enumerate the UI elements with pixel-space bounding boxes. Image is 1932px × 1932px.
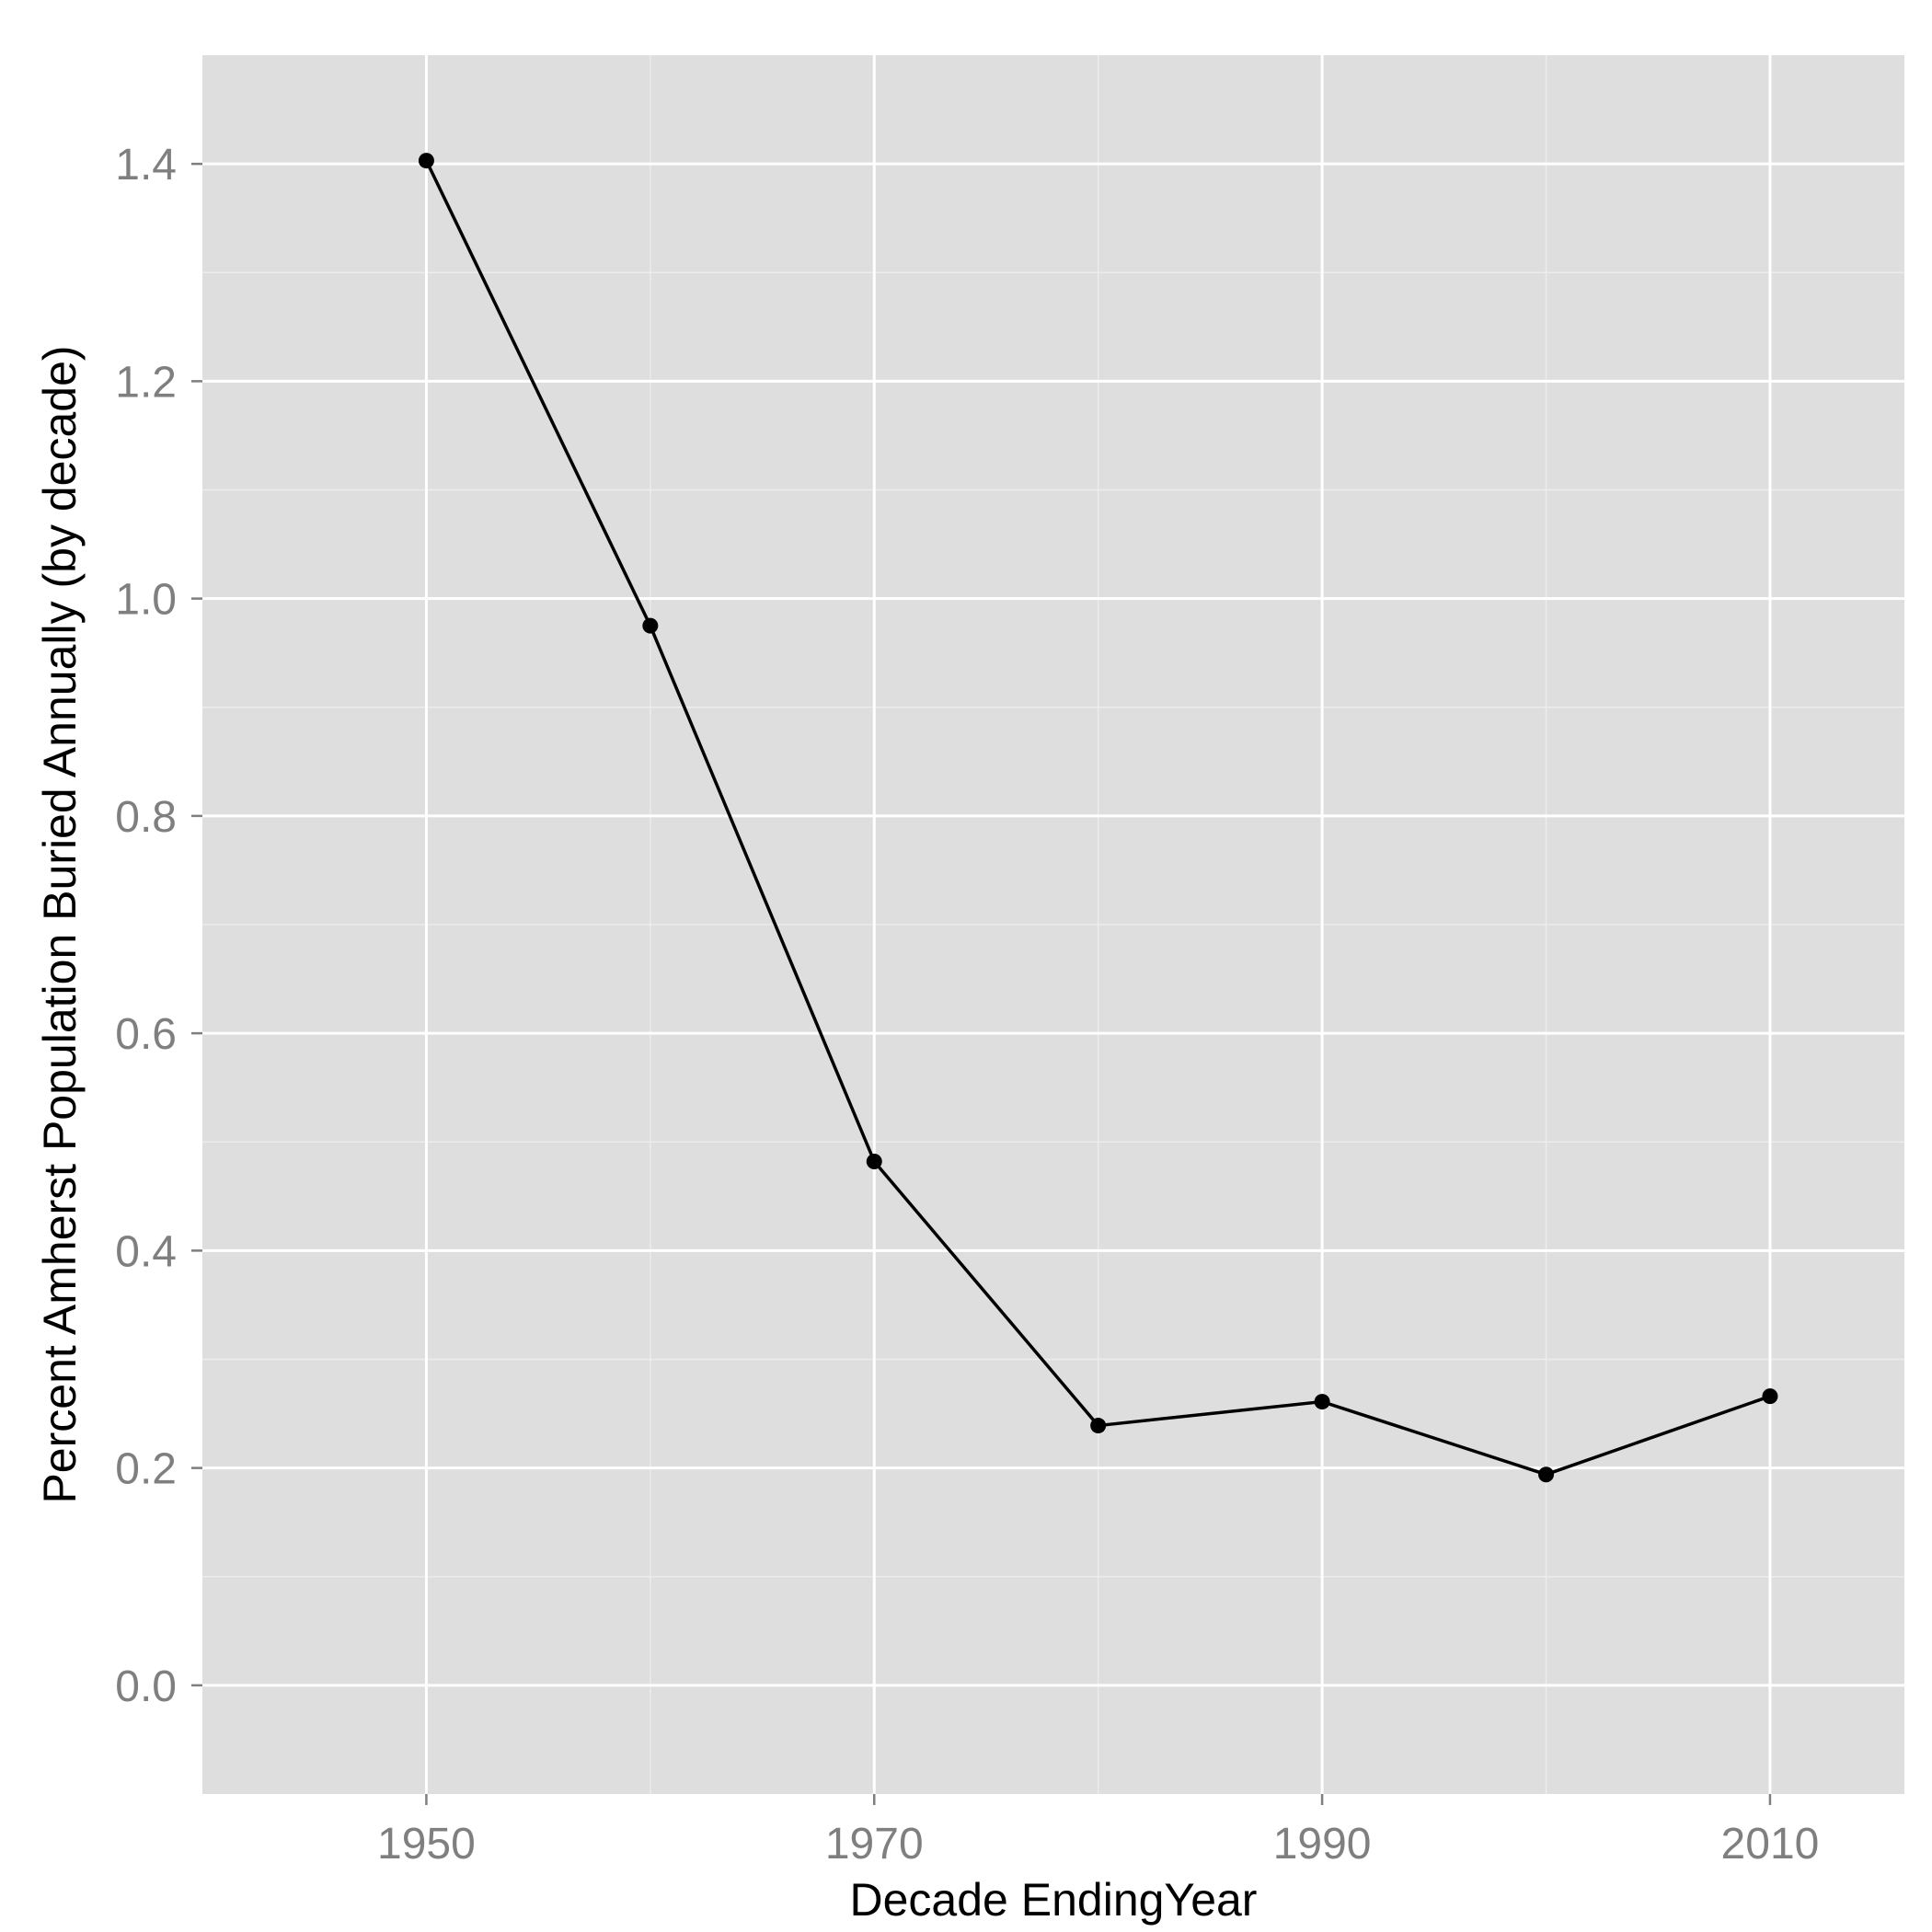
y-tick-label: 0.8	[115, 793, 177, 842]
y-tick-label: 0.0	[115, 1662, 177, 1711]
x-tick-label: 2010	[1721, 1820, 1820, 1869]
y-axis-title: Percent Amherst Population Buried Annual…	[34, 345, 86, 1503]
data-point	[1538, 1466, 1555, 1483]
axis-ticks	[191, 162, 1772, 1805]
y-tick-label: 1.0	[115, 576, 177, 625]
data-point	[418, 153, 434, 169]
y-tick-label: 0.2	[115, 1445, 177, 1494]
y-tick-label: 1.2	[115, 358, 177, 407]
y-tick-label: 0.4	[115, 1227, 177, 1276]
minor-gridlines	[202, 55, 1904, 1794]
data-series	[418, 153, 1778, 1483]
major-gridlines	[202, 55, 1904, 1794]
y-tick-label: 1.4	[115, 141, 177, 190]
data-point	[1762, 1388, 1778, 1405]
tick-labels: 1950 1970 1990 2010 0.0 0.2 0.4 0.6 0.8 1.0 1.2 1.4	[115, 141, 1819, 1869]
data-point	[642, 617, 659, 634]
x-tick-label: 1950	[377, 1820, 476, 1869]
x-axis-title: Decade EndingYear	[850, 1874, 1258, 1926]
data-point	[866, 1154, 882, 1170]
data-point	[1314, 1394, 1330, 1410]
x-tick-label: 1990	[1273, 1820, 1372, 1869]
y-tick-label: 0.6	[115, 1010, 177, 1059]
x-tick-label: 1970	[825, 1820, 924, 1869]
data-point	[1090, 1418, 1107, 1434]
